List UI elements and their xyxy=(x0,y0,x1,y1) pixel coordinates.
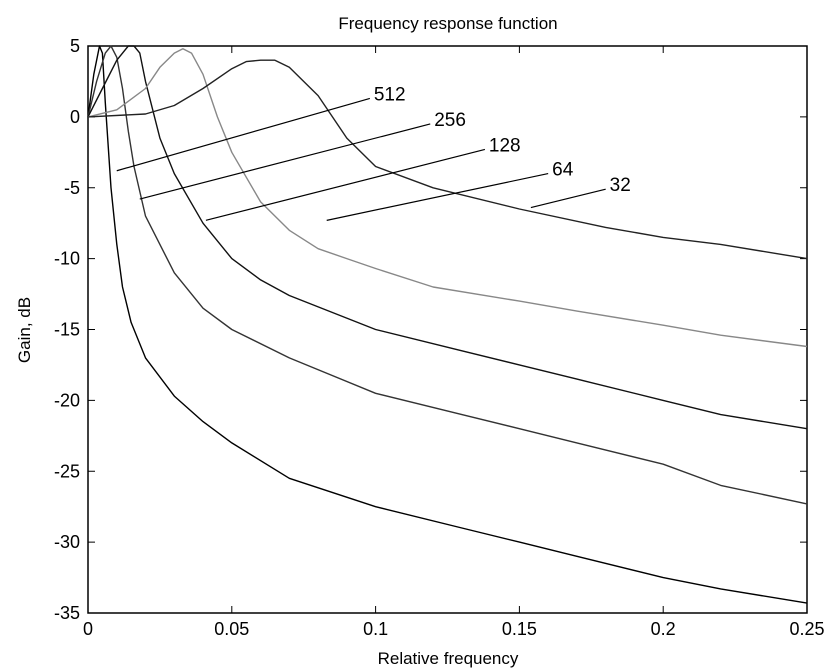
series-line-32 xyxy=(87,59,808,260)
series-label-128: 128 xyxy=(489,135,521,156)
annotation-leader-64 xyxy=(326,172,549,221)
series-layer xyxy=(87,45,808,604)
annotation-leader-256 xyxy=(139,123,431,200)
y-tick-label: 0 xyxy=(70,107,80,127)
y-tick-label: -30 xyxy=(54,532,80,552)
y-tick-label: 5 xyxy=(70,36,80,56)
x-tick-label: 0 xyxy=(83,619,93,639)
x-tick-label: 0.1 xyxy=(363,619,388,639)
annotation-leader-128 xyxy=(205,148,486,221)
y-tick-label: -5 xyxy=(64,178,80,198)
x-tick-label: 0.15 xyxy=(502,619,537,639)
y-tick-label: -35 xyxy=(54,603,80,623)
annotation-layer: 512 256 128 64 32 xyxy=(116,84,631,221)
y-tick-label: -20 xyxy=(54,390,80,410)
y-tick-label: -10 xyxy=(54,249,80,269)
series-line-512 xyxy=(87,45,808,604)
x-axis-label: Relative frequency xyxy=(378,649,519,668)
y-tick-label: -15 xyxy=(54,320,80,340)
series-label-64: 64 xyxy=(552,160,574,181)
annotation-leader-512 xyxy=(116,97,371,172)
series-label-256: 256 xyxy=(434,110,466,131)
series-label-32: 32 xyxy=(610,175,631,196)
y-tick-label: -25 xyxy=(54,461,80,481)
x-tick-label: 0.25 xyxy=(789,619,824,639)
y-axis-label: Gain, dB xyxy=(15,297,34,363)
x-tick-label: 0.2 xyxy=(651,619,676,639)
series-label-512: 512 xyxy=(374,84,406,105)
chart-title: Frequency response function xyxy=(338,14,557,33)
series-line-256 xyxy=(87,45,808,505)
annotation-leader-32 xyxy=(530,188,606,209)
series-line-64 xyxy=(87,48,808,348)
series-line-128 xyxy=(87,45,808,430)
plot-area-frame xyxy=(87,45,808,614)
x-tick-label: 0.05 xyxy=(214,619,249,639)
axis-ticks: 0 0.05 0.1 0.15 0.2 0.25 5 0 -5 -10 -15 -20 -25 -30 -3… xyxy=(54,36,825,639)
